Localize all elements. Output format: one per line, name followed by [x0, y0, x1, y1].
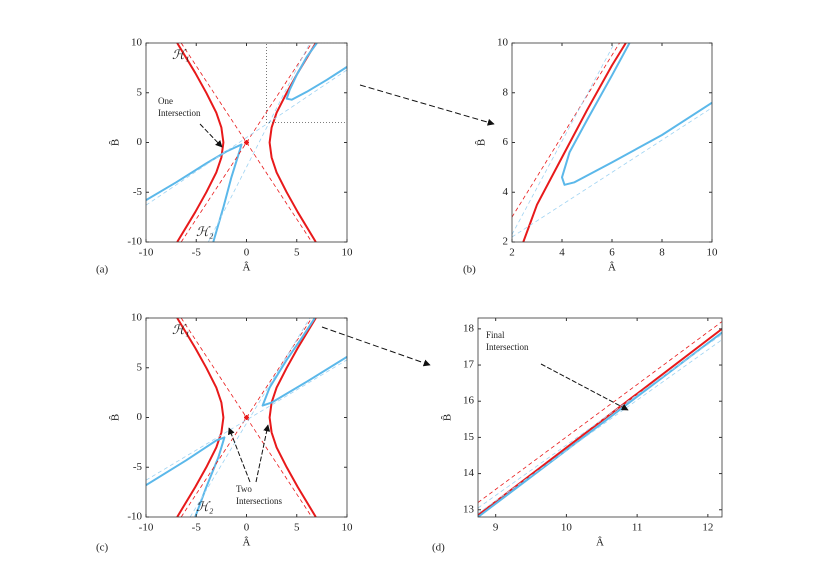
y-axis-label: B̂: [108, 414, 121, 421]
y-tick-label: 8: [503, 86, 509, 98]
curve: [561, 43, 712, 186]
asymptote: [478, 333, 722, 514]
axes-box: [145, 317, 348, 518]
x-tick-label: 10: [707, 247, 719, 259]
y-tick-label: 0: [137, 136, 143, 148]
center-star: [244, 415, 249, 420]
curve-label: ℋ₂: [196, 499, 214, 514]
annotation: Two: [236, 484, 252, 494]
x-tick-label: -5: [192, 522, 202, 534]
x-tick-label: 10: [342, 522, 354, 534]
asymptote: [146, 43, 347, 242]
curve: [478, 331, 722, 517]
annotation-arrow: [228, 427, 251, 483]
panel-label: (b): [463, 264, 476, 276]
y-tick-label: 18: [463, 322, 475, 334]
y-tick-label: 2: [503, 236, 509, 248]
plot-area: [146, 43, 347, 242]
plot-area: [146, 318, 347, 517]
x-tick-label: 4: [559, 247, 565, 259]
axes-box: [511, 42, 713, 243]
annotation: Final: [486, 330, 505, 340]
asymptote: [146, 318, 347, 517]
x-tick-label: -5: [192, 247, 202, 259]
y-tick-label: 14: [463, 467, 475, 479]
asymptote: [512, 43, 620, 218]
axes-box: [477, 317, 723, 518]
x-tick-label: 5: [294, 522, 300, 534]
y-tick-label: 10: [131, 37, 143, 49]
y-axis-label: B̂: [108, 139, 121, 146]
x-tick-label: -10: [139, 247, 154, 259]
curve: [146, 43, 347, 242]
y-tick-label: -10: [127, 511, 142, 523]
x-tick-label: 8: [659, 247, 665, 259]
y-tick-label: 4: [503, 186, 509, 198]
y-tick-label: 5: [137, 86, 143, 98]
curve-label: ℋ₂: [196, 224, 214, 239]
zoom-arrow: [321, 326, 431, 367]
y-tick-label: 6: [503, 136, 509, 148]
y-tick-label: 0: [137, 411, 143, 423]
annotation: Intersection: [158, 108, 201, 118]
y-tick-label: 16: [463, 395, 475, 407]
x-tick-label: 10: [561, 522, 573, 534]
zoom-arrow: [359, 84, 495, 126]
annotation: Intersection: [486, 342, 529, 352]
x-axis-label: Â: [608, 262, 616, 274]
annotation-arrow: [255, 424, 271, 483]
y-tick-label: -10: [127, 236, 142, 248]
annotation-arrow: [199, 123, 223, 148]
x-tick-label: 9: [493, 522, 499, 534]
x-axis-label: Â: [243, 537, 251, 549]
x-tick-label: 0: [244, 522, 250, 534]
y-axis-label: B̂: [440, 414, 453, 421]
y-tick-label: 10: [497, 37, 509, 49]
curve: [146, 318, 347, 517]
y-tick-label: -5: [133, 186, 143, 198]
panel-label: (d): [432, 542, 445, 554]
panel-label: (c): [96, 542, 109, 554]
x-axis-label: Â: [596, 537, 604, 549]
y-tick-label: -5: [133, 461, 143, 473]
y-tick-label: 10: [131, 312, 143, 324]
curve: [176, 318, 317, 517]
asymptote: [478, 321, 722, 503]
plot-area: [478, 321, 722, 517]
y-tick-label: 17: [463, 359, 475, 371]
y-axis-label: B̂: [474, 139, 487, 146]
curve: [522, 43, 627, 242]
curve-label: ℋ₁: [172, 47, 189, 62]
x-tick-label: 2: [509, 247, 515, 259]
x-tick-label: -10: [139, 522, 154, 534]
annotation-arrow: [540, 363, 629, 411]
annotation: Intersections: [236, 496, 282, 506]
asymptote: [512, 43, 712, 238]
zoom-window: [266, 42, 348, 123]
x-tick-label: 6: [609, 247, 615, 259]
center-star: [244, 140, 249, 145]
x-tick-label: 12: [702, 522, 713, 534]
x-tick-label: 0: [244, 247, 250, 259]
x-tick-label: 10: [342, 247, 354, 259]
y-tick-label: 15: [463, 431, 475, 443]
panel-label: (a): [96, 264, 109, 276]
y-tick-label: 5: [137, 361, 143, 373]
x-axis-label: Â: [243, 262, 251, 274]
curve-label: ℋ₁: [172, 322, 189, 337]
plot-area: [512, 43, 712, 242]
x-tick-label: 11: [632, 522, 643, 534]
y-tick-label: 13: [463, 503, 475, 515]
axes-box: [145, 42, 348, 243]
annotation: One: [158, 96, 173, 106]
x-tick-label: 5: [294, 247, 300, 259]
